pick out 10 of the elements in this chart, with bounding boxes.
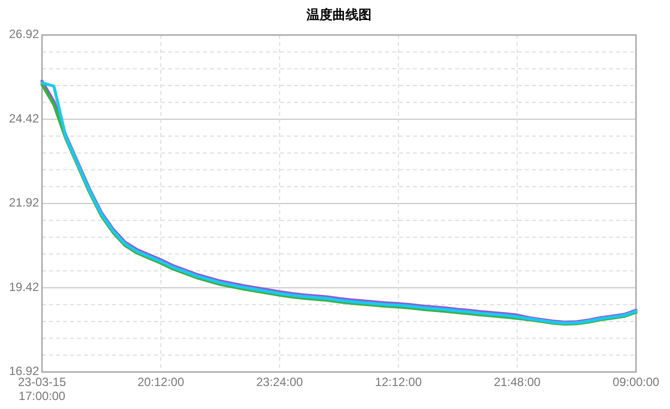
x-tick-label: 09:00:00	[612, 375, 660, 389]
x-tick-label: 12:12:00	[375, 375, 422, 389]
x-tick-label: 23:24:00	[256, 375, 304, 389]
y-tick-label: 21.92	[8, 196, 40, 210]
x-tick-label: 20:12:00	[137, 375, 184, 389]
chart-title: 温度曲线图	[306, 7, 372, 22]
y-tick-label: 19.42	[8, 280, 40, 294]
x-tick-label: 21:48:00	[494, 375, 541, 389]
y-tick-label: 24.42	[8, 111, 40, 126]
y-tick-label: 26.92	[8, 27, 40, 42]
